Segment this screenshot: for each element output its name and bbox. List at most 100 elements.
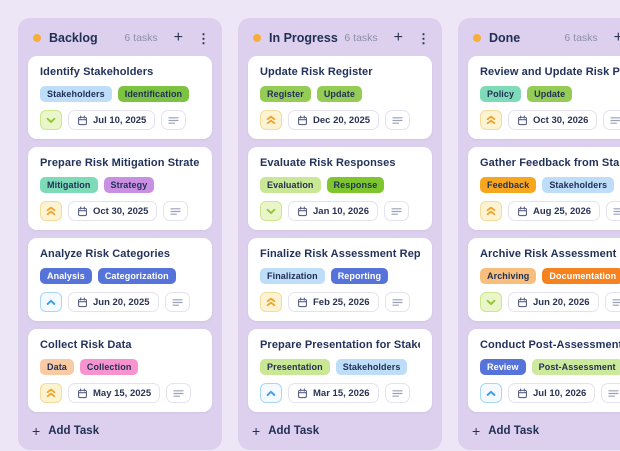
kebab-menu-icon: ⋮ xyxy=(197,30,210,46)
description-chip xyxy=(164,292,190,312)
task-card[interactable]: Identify Stakeholders Stakeholders Identi… xyxy=(28,56,212,139)
calendar-icon xyxy=(518,297,527,307)
card-meta: Feb 25, 2026 xyxy=(260,292,420,312)
task-title: Archive Risk Assessment Documentation xyxy=(480,248,620,260)
card-meta: May 15, 2025 xyxy=(40,383,200,403)
column-header: In Progress 6 tasks + ⋮ xyxy=(248,27,432,49)
add-card-button[interactable]: + xyxy=(614,30,620,46)
card-list: Review and Update Risk Policies Policy Up… xyxy=(468,56,620,412)
tag-list: Feedback Stakeholders xyxy=(480,177,620,193)
kanban-column: Done 6 tasks + ⋮ Review and Update Risk … xyxy=(458,18,620,450)
add-task-button[interactable]: + Add Task xyxy=(248,422,323,440)
task-title: Analyze Risk Categories xyxy=(40,248,171,260)
add-task-button[interactable]: + Add Task xyxy=(28,422,103,440)
tag: Presentation xyxy=(260,359,330,375)
column-menu-button[interactable]: ⋮ xyxy=(417,32,430,45)
due-date-chip: Jan 10, 2026 xyxy=(288,201,378,221)
card-meta: Jun 20, 2026 xyxy=(480,292,620,312)
due-date-chip: Oct 30, 2025 xyxy=(68,201,158,221)
task-card[interactable]: Evaluate Risk Responses Evaluation Respon… xyxy=(248,147,432,230)
task-title: Conduct Post-Assessment Review xyxy=(480,339,620,351)
due-date: Jun 20, 2026 xyxy=(533,296,590,308)
task-card[interactable]: Conduct Post-Assessment Review Review Pos… xyxy=(468,329,620,412)
task-card[interactable]: Update Risk Register Register Update Dec … xyxy=(248,56,432,139)
priority-high-icon xyxy=(40,383,62,403)
description-chip xyxy=(606,201,620,221)
priority-medium-icon xyxy=(260,383,282,403)
tag: Update xyxy=(527,86,573,102)
column-task-count: 6 tasks xyxy=(124,32,158,44)
priority-low-icon xyxy=(260,201,282,221)
add-card-button[interactable]: + xyxy=(174,30,183,46)
tag-list: Analysis Categorization xyxy=(40,268,200,284)
card-list: Identify Stakeholders Stakeholders Identi… xyxy=(28,56,212,412)
due-date: Jan 10, 2026 xyxy=(313,205,369,217)
due-date-chip: Aug 25, 2026 xyxy=(508,201,601,221)
column-header: Done 6 tasks + ⋮ xyxy=(468,27,620,49)
card-meta: Dec 20, 2025 xyxy=(260,110,420,130)
calendar-icon xyxy=(78,297,87,307)
priority-high-icon xyxy=(260,292,282,312)
task-card[interactable]: Collect Risk Data Data Collection May 15,… xyxy=(28,329,212,412)
calendar-icon xyxy=(78,388,87,398)
task-card[interactable]: Analyze Risk Categories Analysis Categori… xyxy=(28,238,212,321)
tag: Stakeholders xyxy=(542,177,615,193)
due-date: Jul 10, 2025 xyxy=(93,114,147,126)
task-card[interactable]: Archive Risk Assessment Documentation Ar… xyxy=(468,238,620,321)
tag: Evaluation xyxy=(260,177,321,193)
plus-icon: + xyxy=(252,423,261,439)
task-card[interactable]: Finalize Risk Assessment Report Finaliza… xyxy=(248,238,432,321)
tag: Identification xyxy=(117,86,190,102)
tag: Collection xyxy=(79,359,139,375)
task-title: Finalize Risk Assessment Report xyxy=(260,248,420,260)
description-lines-icon xyxy=(611,298,620,306)
card-meta: Jul 10, 2026 xyxy=(480,383,620,403)
column-title: Backlog xyxy=(49,31,98,45)
add-card-button[interactable]: + xyxy=(394,30,403,46)
tag-list: Mitigation Strategy xyxy=(40,177,200,193)
description-chip xyxy=(166,383,192,403)
card-meta: Jul 10, 2025 xyxy=(40,110,200,130)
calendar-icon xyxy=(78,115,87,125)
task-card[interactable]: Prepare Risk Mitigation Strategies Mitig… xyxy=(28,147,212,230)
column-status-dot xyxy=(253,34,261,42)
card-meta: Jun 20, 2025 xyxy=(40,292,200,312)
card-meta: Oct 30, 2025 xyxy=(40,201,200,221)
column-header: Backlog 6 tasks + ⋮ xyxy=(28,27,212,49)
description-lines-icon xyxy=(392,116,403,124)
due-date: Feb 25, 2026 xyxy=(313,296,370,308)
add-task-button[interactable]: + Add Task xyxy=(468,422,543,440)
task-title: Prepare Presentation for Stakeholders xyxy=(260,339,420,351)
tag: Register xyxy=(260,86,311,102)
column-menu-button[interactable]: ⋮ xyxy=(197,32,210,45)
task-title: Collect Risk Data xyxy=(40,339,132,351)
add-task-label: Add Task xyxy=(48,425,100,437)
card-list: Update Risk Register Register Update Dec … xyxy=(248,56,432,412)
priority-medium-icon xyxy=(480,383,502,403)
description-lines-icon xyxy=(613,207,620,215)
calendar-icon xyxy=(518,115,527,125)
due-date: Dec 20, 2025 xyxy=(313,114,371,126)
kebab-menu-icon: ⋮ xyxy=(417,30,430,46)
task-card[interactable]: Gather Feedback from Stakeholders Feedba… xyxy=(468,147,620,230)
description-chip xyxy=(161,110,187,130)
description-lines-icon xyxy=(391,389,403,397)
calendar-icon xyxy=(518,206,527,216)
due-date-chip: Mar 15, 2026 xyxy=(288,383,379,403)
due-date-chip: Jul 10, 2026 xyxy=(508,383,596,403)
tag: Reporting xyxy=(330,268,389,284)
tag: Mitigation xyxy=(40,177,98,193)
due-date-chip: Jun 20, 2025 xyxy=(68,292,159,312)
task-card[interactable]: Prepare Presentation for Stakeholders Pr… xyxy=(248,329,432,412)
description-lines-icon xyxy=(610,116,620,124)
description-chip xyxy=(604,292,620,312)
description-lines-icon xyxy=(168,116,179,124)
priority-high-icon xyxy=(40,201,62,221)
description-lines-icon xyxy=(391,298,403,306)
priority-low-icon xyxy=(40,110,62,130)
due-date: Jun 20, 2025 xyxy=(93,296,150,308)
task-card[interactable]: Review and Update Risk Policies Policy Up… xyxy=(468,56,620,139)
due-date: Aug 25, 2026 xyxy=(533,205,592,217)
column-task-count: 6 tasks xyxy=(344,32,378,44)
